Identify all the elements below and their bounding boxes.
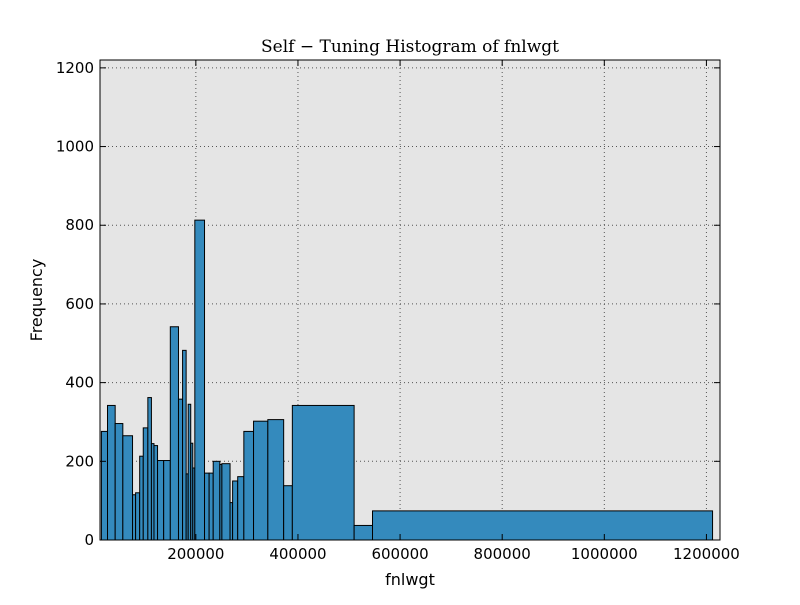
histogram-bar [267, 419, 285, 541]
y-tick-label: 200 [65, 452, 94, 470]
x-axis-label: fnlwgt [385, 570, 435, 589]
y-tick-label: 400 [65, 374, 94, 392]
histogram-bar [177, 398, 184, 541]
y-tick-label: 1200 [56, 59, 94, 77]
histogram-bar [232, 480, 239, 541]
histogram-bar [169, 326, 179, 541]
y-tick-label: 0 [84, 531, 94, 549]
x-tick-label: 1200000 [673, 545, 740, 563]
y-tick-label: 600 [65, 295, 94, 313]
histogram-bar [100, 430, 109, 541]
axis-ticks: 200000 400000 600000 800000 1000000 1200000 0 2… [56, 59, 740, 563]
x-tick-label: 400000 [269, 545, 326, 563]
histogram-bar [114, 423, 124, 541]
plot-frame [99, 59, 721, 541]
histogram-bar [157, 460, 165, 541]
histogram-bar [163, 460, 171, 541]
histogram-bar [208, 472, 214, 541]
y-tick-label: 1000 [56, 138, 94, 156]
histogram-bar [135, 492, 141, 541]
histogram-bar [182, 349, 187, 541]
x-tick-label: 600000 [371, 545, 428, 563]
histogram-bar [253, 420, 269, 541]
histogram-bar [221, 463, 231, 541]
histogram-bar [147, 397, 152, 541]
histogram-bar [212, 460, 221, 541]
y-axis-label: Frequency [27, 259, 46, 342]
histogram-bar [291, 404, 355, 541]
x-tick-label: 200000 [167, 545, 224, 563]
histogram-bar [194, 219, 206, 541]
x-tick-label: 1000000 [571, 545, 638, 563]
histogram-bar [153, 445, 159, 541]
histogram-bar [122, 435, 134, 541]
histogram-bar [243, 430, 255, 541]
histogram-bar [107, 404, 116, 541]
histogram-bar [353, 524, 374, 541]
y-tick-label: 800 [65, 216, 94, 234]
chart-title: Self − Tuning Histogram of fnlwgt [261, 37, 559, 57]
x-tick-label: 800000 [474, 545, 531, 563]
histogram-bar [237, 476, 245, 541]
histogram-bar [142, 427, 149, 541]
histogram-bar [372, 510, 714, 541]
histogram-bar [139, 455, 144, 541]
histogram-bar [204, 472, 210, 541]
histogram-bar [283, 485, 293, 541]
